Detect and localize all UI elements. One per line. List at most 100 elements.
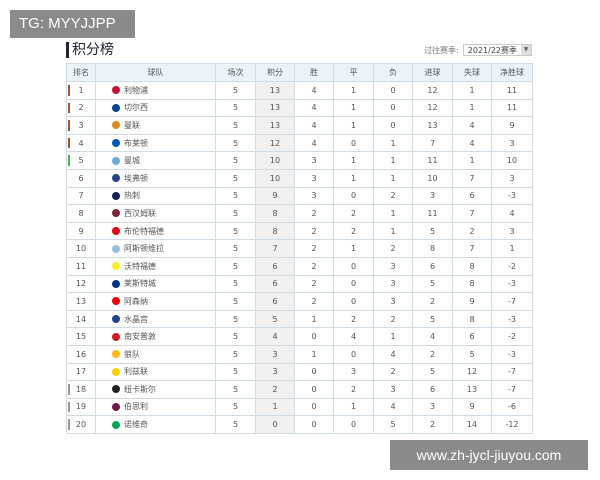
table-row: 5 曼城 5 10 3 1 1 11 1 10 bbox=[66, 151, 533, 170]
cell-goals-against: 4 bbox=[452, 133, 492, 153]
cell-drawn: 2 bbox=[333, 380, 374, 399]
won-value: 1 bbox=[311, 314, 317, 324]
points-value: 6 bbox=[272, 261, 278, 271]
goal-difference-value: 11 bbox=[506, 103, 518, 113]
drawn-value: 1 bbox=[350, 85, 357, 95]
cell-team[interactable]: 曼联 bbox=[95, 116, 216, 135]
cell-team[interactable]: 埃弗顿 bbox=[95, 168, 216, 188]
table-row: 4 布莱顿 5 12 4 0 1 7 4 3 bbox=[66, 133, 533, 153]
points-value: 5 bbox=[272, 314, 278, 324]
cell-goal-difference: -3 bbox=[491, 186, 533, 206]
cell-team[interactable]: 布伦特福德 bbox=[95, 221, 216, 241]
cell-team[interactable]: 狼队 bbox=[95, 344, 216, 364]
drawn-value: 0 bbox=[350, 191, 357, 201]
goals-against-value: 7 bbox=[469, 173, 475, 183]
team-logo-icon bbox=[112, 209, 120, 218]
cell-goals-for: 11 bbox=[412, 151, 453, 170]
cell-rank: 20 bbox=[66, 415, 96, 434]
cell-goal-difference: -3 bbox=[491, 344, 533, 364]
goal-difference-value: 1 bbox=[509, 244, 515, 254]
cell-rank: 10 bbox=[66, 239, 96, 258]
cell-lost: 2 bbox=[373, 186, 413, 206]
cell-goal-difference: 3 bbox=[491, 168, 533, 188]
won-value: 2 bbox=[311, 244, 317, 254]
cell-team[interactable]: 利物浦 bbox=[95, 81, 216, 100]
lost-value: 4 bbox=[390, 402, 396, 412]
goal-difference-value: -3 bbox=[508, 191, 516, 201]
goals-against-value: 5 bbox=[469, 349, 475, 359]
cell-drawn: 3 bbox=[333, 362, 374, 382]
cell-team[interactable]: 纽卡斯尔 bbox=[95, 380, 216, 399]
drawn-value: 2 bbox=[350, 226, 357, 236]
played-value: 5 bbox=[232, 420, 239, 430]
cell-goals-for: 7 bbox=[412, 133, 453, 153]
goals-for-value: 7 bbox=[429, 138, 436, 148]
cell-team[interactable]: 切尔西 bbox=[95, 98, 216, 118]
cell-goals-against: 4 bbox=[452, 116, 492, 135]
table-row: 15 南安普敦 5 4 0 4 1 4 6 -2 bbox=[66, 327, 533, 346]
won-value: 0 bbox=[311, 420, 317, 430]
cell-goal-difference: 11 bbox=[491, 98, 533, 118]
table-row: 16 狼队 5 3 1 0 4 2 5 -3 bbox=[66, 344, 533, 364]
season-dropdown[interactable]: 2021/22赛季 ▼ bbox=[462, 44, 532, 56]
cell-played: 5 bbox=[215, 204, 256, 223]
played-value: 5 bbox=[232, 279, 239, 289]
cell-goal-difference: -2 bbox=[491, 256, 533, 276]
points-value: 1 bbox=[272, 402, 278, 412]
drawn-value: 2 bbox=[350, 208, 357, 218]
cell-points: 10 bbox=[255, 151, 295, 170]
cell-goals-against: 8 bbox=[452, 309, 492, 329]
drawn-value: 0 bbox=[350, 279, 357, 289]
goal-difference-value: -2 bbox=[508, 261, 516, 271]
team-logo-icon bbox=[112, 279, 120, 288]
cell-lost: 5 bbox=[373, 415, 413, 434]
cell-team[interactable]: 曼城 bbox=[95, 151, 216, 170]
goals-for-value: 6 bbox=[429, 261, 436, 271]
cell-goals-against: 2 bbox=[452, 221, 492, 241]
table-row: 6 埃弗顿 5 10 3 1 1 10 7 3 bbox=[66, 168, 533, 188]
cell-team[interactable]: 布莱顿 bbox=[95, 133, 216, 153]
cell-team[interactable]: 诺维奇 bbox=[95, 415, 216, 434]
chevron-down-icon[interactable]: ▼ bbox=[521, 45, 531, 55]
rank-value: 2 bbox=[78, 103, 84, 113]
team-logo-icon bbox=[112, 332, 120, 341]
cell-team[interactable]: 阿森纳 bbox=[95, 292, 216, 311]
cell-rank: 16 bbox=[66, 344, 96, 364]
cell-team[interactable]: 莱斯特城 bbox=[95, 274, 216, 294]
cell-team[interactable]: 阿斯顿维拉 bbox=[95, 239, 216, 258]
goal-difference-value: 3 bbox=[509, 226, 515, 236]
cell-team[interactable]: 南安普敦 bbox=[95, 327, 216, 346]
cell-lost: 2 bbox=[373, 309, 413, 329]
team-logo-icon bbox=[112, 139, 120, 148]
drawn-value: 4 bbox=[350, 332, 357, 342]
cell-lost: 2 bbox=[373, 239, 413, 258]
cell-team[interactable]: 西汉姆联 bbox=[95, 204, 216, 223]
won-value: 4 bbox=[311, 85, 317, 95]
goals-against-value: 6 bbox=[469, 191, 475, 201]
lost-value: 3 bbox=[390, 296, 396, 306]
cell-goals-against: 13 bbox=[452, 380, 492, 399]
won-value: 0 bbox=[311, 384, 317, 394]
cell-team[interactable]: 水晶宫 bbox=[95, 309, 216, 329]
cell-team[interactable]: 沃特福德 bbox=[95, 256, 216, 276]
cell-goal-difference: -3 bbox=[491, 309, 533, 329]
cell-team[interactable]: 热刺 bbox=[95, 186, 216, 206]
table-row: 9 布伦特福德 5 8 2 2 1 5 2 3 bbox=[66, 221, 533, 241]
goal-difference-value: -3 bbox=[508, 314, 516, 324]
points-value: 4 bbox=[272, 332, 278, 342]
cell-won: 1 bbox=[294, 309, 334, 329]
goal-difference-value: -3 bbox=[508, 279, 516, 289]
cell-won: 4 bbox=[294, 81, 334, 100]
team-logo-icon bbox=[112, 174, 120, 183]
cell-rank: 2 bbox=[66, 98, 96, 118]
cell-played: 5 bbox=[215, 327, 256, 346]
cell-team[interactable]: 利兹联 bbox=[95, 362, 216, 382]
cell-points: 1 bbox=[255, 397, 295, 417]
team-logo-icon bbox=[112, 227, 120, 236]
goals-against-value: 7 bbox=[469, 208, 475, 218]
played-value: 5 bbox=[232, 208, 239, 218]
goals-for-value: 11 bbox=[427, 208, 438, 218]
cell-points: 6 bbox=[255, 292, 295, 311]
drawn-value: 2 bbox=[350, 384, 357, 394]
cell-team[interactable]: 伯恩利 bbox=[95, 397, 216, 417]
